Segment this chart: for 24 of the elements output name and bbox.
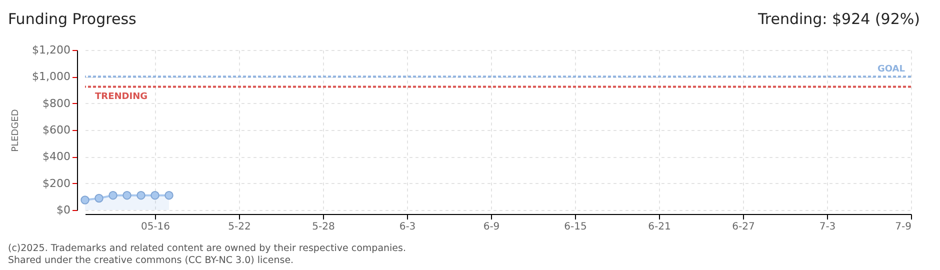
x-tick-label: 5-28 xyxy=(312,222,335,232)
ref-line-label: TRENDING xyxy=(95,92,148,102)
y-tick-label: $400 xyxy=(42,150,70,164)
text: (c)2025. Trademarks and related content are owned by their respective companies. xyxy=(8,243,406,255)
y-tick-label: $600 xyxy=(42,124,70,136)
x-tick-label: 05-16 xyxy=(140,222,170,232)
chart-title: Funding Progress xyxy=(8,10,136,28)
y-tick-label: $800 xyxy=(42,96,70,110)
x-tick-label: 5-22 xyxy=(228,222,251,232)
text: Shared under the creative commons (CC BY-NC 3.0) license. xyxy=(8,255,295,267)
x-tick-label: 6-15 xyxy=(564,222,587,232)
x-tick-label: 6-3 xyxy=(399,222,416,232)
y-tick-label: $1,000 xyxy=(32,70,70,84)
x-tick-label: 7-3 xyxy=(819,222,836,232)
y-axis-title: PLEDGED xyxy=(11,109,22,152)
y-tick-label: $1,200 xyxy=(32,44,70,56)
x-tick-label: 6-9 xyxy=(483,222,500,232)
x-tick-label: 7-9 xyxy=(895,222,912,232)
y-tick-label: $0 xyxy=(56,204,70,216)
text: Trending: $924 (92%) xyxy=(758,10,920,28)
ref-line-label: GOAL xyxy=(878,64,906,75)
x-tick-label: 6-21 xyxy=(648,222,671,232)
x-tick-label: 6-27 xyxy=(732,222,755,232)
y-tick-label: $200 xyxy=(42,176,70,190)
